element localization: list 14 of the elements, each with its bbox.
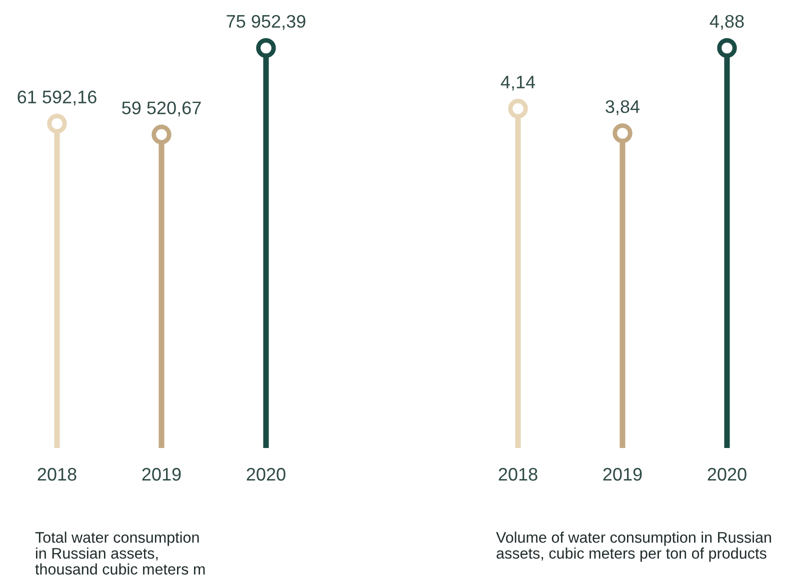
x-tick-label: 2019 (603, 468, 642, 481)
data-label: 61 592,16 (18, 90, 96, 106)
x-axis-title: Volume of water consumption in Russian assets, cubic meters per ton of products (496, 532, 772, 562)
x-tick-label: 2018 (38, 468, 76, 481)
data-label: 75 952,39 (226, 14, 306, 30)
x-tick-label: 2020 (246, 468, 286, 481)
x-axis-title: Total water consumption in Russian assets, thousand cubic meters m (35, 532, 205, 575)
x-tick-label: 2019 (142, 468, 181, 481)
data-label: 4,88 (710, 14, 744, 30)
data-label: 59 520,67 (122, 102, 201, 116)
x-tick-label: 2018 (498, 468, 538, 481)
data-label: 3,84 (606, 100, 640, 116)
data-label: 4,14 (500, 76, 536, 91)
x-tick-label: 2020 (708, 468, 746, 481)
